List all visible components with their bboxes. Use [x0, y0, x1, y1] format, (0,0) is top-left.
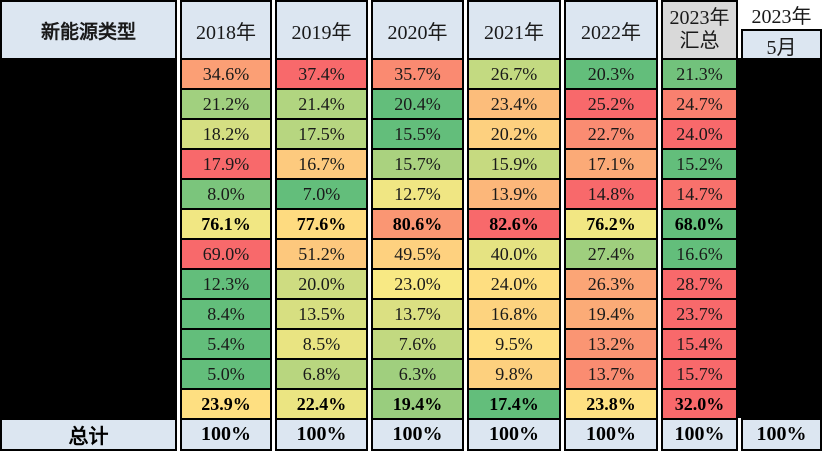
data-cell-r5-c1[interactable]: 8.0% — [180, 178, 272, 208]
data-cell-r12-c3[interactable]: 19.4% — [371, 388, 464, 418]
data-cell-r1-c6[interactable]: 21.3% — [661, 58, 738, 88]
data-cell-r12-c5[interactable]: 23.8% — [564, 388, 658, 418]
data-cell-r5-c4[interactable]: 13.9% — [467, 178, 561, 208]
header-cell-2023-summary[interactable]: 2023年 汇总 — [661, 0, 738, 58]
data-cell-r8-c4[interactable]: 24.0% — [467, 268, 561, 298]
data-cell-r2-c6[interactable]: 24.7% — [661, 88, 738, 118]
data-cell-r2-c1[interactable]: 21.2% — [180, 88, 272, 118]
data-cell-r6-c6[interactable]: 68.0% — [661, 208, 738, 238]
redacted-may-column — [738, 58, 822, 418]
data-cell-r7-c5[interactable]: 27.4% — [564, 238, 658, 268]
data-cell-r10-c3[interactable]: 7.6% — [371, 328, 464, 358]
total-cell-c5[interactable]: 100% — [564, 418, 658, 451]
data-cell-r6-c3[interactable]: 80.6% — [371, 208, 464, 238]
data-cell-r4-c1[interactable]: 17.9% — [180, 148, 272, 178]
data-cell-r12-c6[interactable]: 32.0% — [661, 388, 738, 418]
data-cell-r2-c3[interactable]: 20.4% — [371, 88, 464, 118]
data-cell-r5-c5[interactable]: 14.8% — [564, 178, 658, 208]
header-cell-2023-may[interactable]: 2023年 5月 — [741, 0, 822, 62]
data-cell-r3-c1[interactable]: 18.2% — [180, 118, 272, 148]
data-cell-r2-c5[interactable]: 25.2% — [564, 88, 658, 118]
header-2023-summary-line1: 2023年 — [669, 7, 730, 29]
total-row-label[interactable]: 总计 — [0, 418, 177, 451]
data-cell-r3-c3[interactable]: 15.5% — [371, 118, 464, 148]
data-cell-r4-c3[interactable]: 15.7% — [371, 148, 464, 178]
data-cell-r4-c6[interactable]: 15.2% — [661, 148, 738, 178]
data-cell-r1-c3[interactable]: 35.7% — [371, 58, 464, 88]
data-cell-r5-c3[interactable]: 12.7% — [371, 178, 464, 208]
header-2023-may-year: 2023年 — [751, 6, 812, 28]
data-cell-r9-c1[interactable]: 8.4% — [180, 298, 272, 328]
data-cell-r8-c2[interactable]: 20.0% — [275, 268, 368, 298]
data-cell-r12-c4[interactable]: 17.4% — [467, 388, 561, 418]
data-cell-r11-c2[interactable]: 6.8% — [275, 358, 368, 388]
data-cell-r4-c5[interactable]: 17.1% — [564, 148, 658, 178]
data-cell-r10-c6[interactable]: 15.4% — [661, 328, 738, 358]
header-cell-2020[interactable]: 2020年 — [371, 0, 464, 58]
data-cell-r3-c4[interactable]: 20.2% — [467, 118, 561, 148]
total-cell-c1[interactable]: 100% — [180, 418, 272, 451]
data-cell-r10-c2[interactable]: 8.5% — [275, 328, 368, 358]
data-cell-r3-c2[interactable]: 17.5% — [275, 118, 368, 148]
data-cell-r6-c2[interactable]: 77.6% — [275, 208, 368, 238]
total-cell-c2[interactable]: 100% — [275, 418, 368, 451]
data-cell-r12-c2[interactable]: 22.4% — [275, 388, 368, 418]
data-cell-r3-c6[interactable]: 24.0% — [661, 118, 738, 148]
data-cell-r9-c5[interactable]: 19.4% — [564, 298, 658, 328]
data-cell-r8-c1[interactable]: 12.3% — [180, 268, 272, 298]
header-2023-may-month: 5月 — [741, 29, 822, 62]
data-cell-r9-c3[interactable]: 13.7% — [371, 298, 464, 328]
data-cell-r11-c3[interactable]: 6.3% — [371, 358, 464, 388]
header-cell-2018[interactable]: 2018年 — [180, 0, 272, 58]
data-cell-r11-c5[interactable]: 13.7% — [564, 358, 658, 388]
data-cell-r7-c4[interactable]: 40.0% — [467, 238, 561, 268]
data-cell-r5-c6[interactable]: 14.7% — [661, 178, 738, 208]
data-cell-r1-c2[interactable]: 37.4% — [275, 58, 368, 88]
data-cell-r7-c2[interactable]: 51.2% — [275, 238, 368, 268]
data-cell-r7-c6[interactable]: 16.6% — [661, 238, 738, 268]
total-cell-c6[interactable]: 100% — [661, 418, 738, 451]
data-cell-r4-c2[interactable]: 16.7% — [275, 148, 368, 178]
data-cell-r9-c6[interactable]: 23.7% — [661, 298, 738, 328]
data-cell-r11-c4[interactable]: 9.8% — [467, 358, 561, 388]
data-cell-r1-c4[interactable]: 26.7% — [467, 58, 561, 88]
data-cell-r11-c1[interactable]: 5.0% — [180, 358, 272, 388]
data-cell-r6-c1[interactable]: 76.1% — [180, 208, 272, 238]
data-cell-r1-c5[interactable]: 20.3% — [564, 58, 658, 88]
total-cell-c4[interactable]: 100% — [467, 418, 561, 451]
total-cell-c3[interactable]: 100% — [371, 418, 464, 451]
data-cell-r7-c3[interactable]: 49.5% — [371, 238, 464, 268]
data-cell-r7-c1[interactable]: 69.0% — [180, 238, 272, 268]
data-cell-r2-c2[interactable]: 21.4% — [275, 88, 368, 118]
redacted-type-column — [0, 58, 177, 418]
data-cell-r8-c3[interactable]: 23.0% — [371, 268, 464, 298]
data-cell-r9-c4[interactable]: 16.8% — [467, 298, 561, 328]
data-cell-r5-c2[interactable]: 7.0% — [275, 178, 368, 208]
data-cell-r9-c2[interactable]: 13.5% — [275, 298, 368, 328]
data-cell-r10-c4[interactable]: 9.5% — [467, 328, 561, 358]
data-cell-r6-c4[interactable]: 82.6% — [467, 208, 561, 238]
data-cell-r1-c1[interactable]: 34.6% — [180, 58, 272, 88]
data-cell-r3-c5[interactable]: 22.7% — [564, 118, 658, 148]
header-cell-type[interactable]: 新能源类型 — [0, 0, 177, 58]
data-cell-r8-c5[interactable]: 26.3% — [564, 268, 658, 298]
header-cell-2021[interactable]: 2021年 — [467, 0, 561, 58]
data-cell-r11-c6[interactable]: 15.7% — [661, 358, 738, 388]
data-cell-r4-c4[interactable]: 15.9% — [467, 148, 561, 178]
data-cell-r6-c5[interactable]: 76.2% — [564, 208, 658, 238]
data-cell-r10-c1[interactable]: 5.4% — [180, 328, 272, 358]
header-cell-2022[interactable]: 2022年 — [564, 0, 658, 58]
data-cell-r8-c6[interactable]: 28.7% — [661, 268, 738, 298]
header-cell-2019[interactable]: 2019年 — [275, 0, 368, 58]
total-cell-c7[interactable]: 100% — [741, 418, 822, 451]
header-2023-summary-line2: 汇总 — [679, 30, 720, 52]
data-cell-r2-c4[interactable]: 23.4% — [467, 88, 561, 118]
data-cell-r12-c1[interactable]: 23.9% — [180, 388, 272, 418]
data-cell-r10-c5[interactable]: 13.2% — [564, 328, 658, 358]
